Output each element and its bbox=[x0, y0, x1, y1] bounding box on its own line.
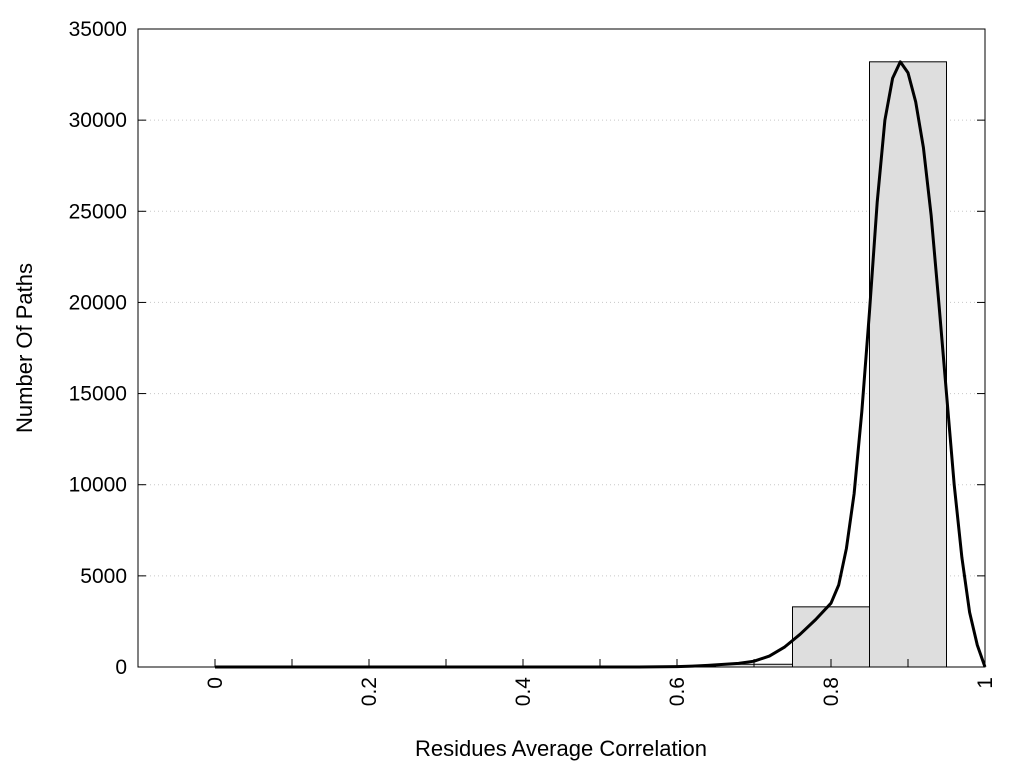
axis-ticks bbox=[138, 28, 986, 668]
y-tick-label: 30000 bbox=[69, 109, 127, 132]
y-axis-title: Number Of Paths bbox=[12, 263, 37, 433]
x-axis-tick-labels: 0 0.2 0.4 0.6 0.8 1 bbox=[204, 677, 997, 707]
y-tick-label: 15000 bbox=[69, 383, 127, 406]
histogram-bars bbox=[214, 61, 947, 668]
fit-curve-layer bbox=[215, 60, 987, 669]
x-tick-label: 0 bbox=[204, 677, 227, 689]
x-tick-label: 0.2 bbox=[358, 677, 381, 706]
fit-curve-line bbox=[215, 60, 987, 669]
y-tick-label: 5000 bbox=[80, 565, 127, 588]
x-tick-label: 0.4 bbox=[512, 677, 535, 707]
y-tick-label: 35000 bbox=[69, 18, 127, 41]
y-axis-tick-labels: 0 5000 10000 15000 20000 25000 30000 35000 bbox=[69, 18, 127, 679]
y-tick-label: 20000 bbox=[69, 291, 127, 314]
histogram-bar bbox=[792, 606, 870, 668]
x-axis-title: Residues Average Correlation bbox=[415, 736, 707, 761]
y-tick-label: 0 bbox=[115, 656, 127, 679]
x-tick-label: 0.8 bbox=[820, 677, 843, 706]
x-tick-label: 1 bbox=[974, 677, 997, 689]
x-tick-label: 0.6 bbox=[666, 677, 689, 706]
grid-lines bbox=[138, 119, 985, 577]
y-tick-label: 25000 bbox=[69, 200, 127, 223]
plot-frame bbox=[137, 28, 986, 668]
y-tick-label: 10000 bbox=[69, 474, 127, 497]
